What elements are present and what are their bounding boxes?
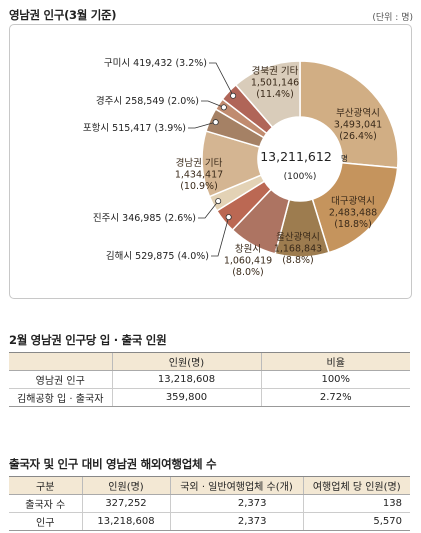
donut-chart: 부산광역시 3,493,041 (26.4%) 대구광역시 2,483,488 (18.8…: [83, 58, 399, 278]
table1-header-1: 인원(명): [111, 352, 261, 371]
donut-labels: 부산광역시 3,493,041 (26.4%) 대구광역시 2,483,488 (18.8…: [83, 58, 382, 278]
table2-title: 출국자 및 인구 대비 영남권 해외여행업체 수: [9, 457, 217, 471]
table2-cell: 인구: [9, 512, 82, 531]
callout-label: 진주시 346,985 (2.6%): [93, 213, 196, 224]
table2-header-row: 구분 인원(명) 국외 · 일반여행업체 수(개) 여행업체 당 인원(명): [9, 476, 410, 495]
table2-cell: 138: [302, 494, 410, 513]
table2-cell: 출국자 수: [9, 494, 82, 513]
callout-label: 포항시 515,417 (3.9%): [83, 123, 186, 134]
donut-slice: [311, 161, 399, 254]
slice-label: 부산광역시 3,493,041 (26.4%): [334, 107, 382, 142]
table1-cell: 영남권 인구: [9, 370, 112, 389]
callout-dot: [230, 92, 237, 99]
slice-label: 창원시 1,060,419 (8.0%): [224, 244, 272, 278]
table2-header-1: 인원(명): [81, 476, 170, 495]
slice-label: 울산광역시 1,168,843 (8.8%): [274, 231, 322, 266]
callout-line: [209, 62, 234, 96]
callout-label: 김해시 529,875 (4.0%): [106, 250, 209, 262]
donut-slice: [234, 60, 301, 129]
slice-label: 경북권 기타 1,501,146 (11.4%): [251, 65, 299, 100]
table2-cell: 327,252: [81, 494, 170, 513]
callout-line: [211, 217, 230, 257]
callout-line: [188, 121, 216, 129]
donut-slice: [299, 60, 399, 169]
table1-cell: 13,218,608: [111, 370, 261, 389]
callout-line: [198, 200, 219, 219]
table1-title: 2월 영남권 인구당 입 · 출국 인원: [9, 333, 167, 347]
table2-cell: 5,570: [302, 512, 410, 531]
table2-header-3: 여행업체 당 인원(명): [302, 476, 410, 495]
table2-header-0: 구분: [9, 476, 82, 495]
chart-panel: 부산광역시 3,493,041 (26.4%) 대구광역시 2,483,488 (18.8…: [9, 24, 412, 299]
table1-cell: 김해공항 입 · 출국자: [9, 388, 112, 407]
table2-header-2: 국외 · 일반여행업체 수(개): [169, 476, 303, 495]
callout-dot: [215, 198, 222, 205]
slice-label: 대구광역시 2,483,488 (18.8%): [329, 195, 377, 230]
table1: 인원(명) 비율 영남권 인구 13,218,608 100% 김해공항 입 ·…: [9, 352, 410, 407]
table2-cell: 2,373: [169, 512, 303, 531]
table1-cell: 359,800: [111, 388, 261, 407]
chart-title: 영남권 인구(3월 기준): [9, 8, 117, 22]
table1-header-0: [9, 352, 112, 371]
table2: 구분 인원(명) 국외 · 일반여행업체 수(개) 여행업체 당 인원(명) 출…: [9, 476, 410, 531]
table-row: 영남권 인구 13,218,608 100%: [9, 370, 410, 389]
table2-cell: 2,373: [169, 494, 303, 513]
table-row: 김해공항 입 · 출국자 359,800 2.72%: [9, 388, 410, 407]
donut-center-total: 13,211,612: [260, 149, 332, 164]
callout-dot: [225, 214, 232, 221]
table1-header-2: 비율: [260, 352, 410, 371]
donut-center-pct: (100%): [284, 172, 317, 182]
slice-label: 경남권 기타 1,434,417 (10.9%): [175, 157, 223, 192]
callout-line: [201, 100, 225, 108]
donut-center-unit: 명: [341, 153, 348, 163]
table1-header-row: 인원(명) 비율: [9, 352, 410, 371]
table1-cell: 2.72%: [260, 388, 410, 407]
callout-dot: [220, 104, 227, 111]
table-row: 출국자 수 327,252 2,373 138: [9, 494, 410, 513]
callout-label: 구미시 419,432 (3.2%): [104, 58, 207, 69]
table1-cell: 100%: [260, 370, 410, 389]
table2-cell: 13,218,608: [81, 512, 170, 531]
callout-dot: [212, 119, 219, 126]
unit-label: (단위 : 명): [372, 13, 413, 23]
table-row: 인구 13,218,608 2,373 5,570: [9, 512, 410, 531]
callout-label: 경주시 258,549 (2.0%): [96, 95, 199, 107]
